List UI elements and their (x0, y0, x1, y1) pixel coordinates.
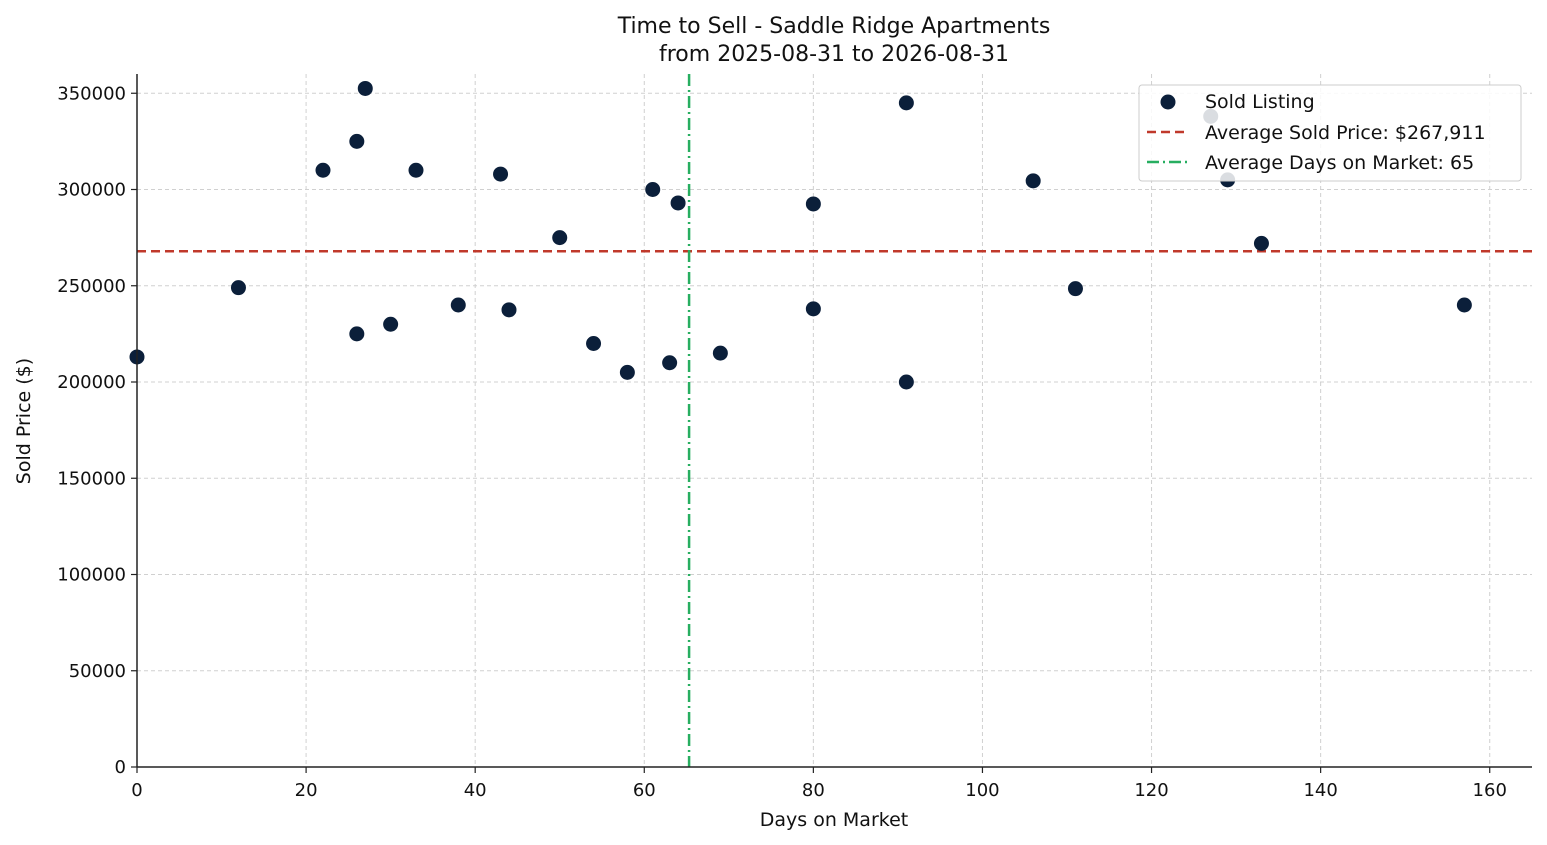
data-point-23 (1067, 281, 1083, 297)
data-point-18 (805, 196, 821, 212)
chart-subtitle: from 2025-08-31 to 2026-08-31 (659, 42, 1009, 67)
y-tick-label-6: 300000 (57, 180, 126, 201)
data-point-12 (586, 336, 602, 351)
y-tick-label-0: 0 (115, 757, 126, 778)
data-point-8 (450, 297, 466, 313)
y-tick-label-1: 50000 (69, 661, 126, 682)
data-point-7 (408, 162, 424, 178)
legend-marker-sold-listing (1160, 94, 1176, 110)
x-tick-label-2: 40 (464, 780, 487, 801)
data-point-14 (645, 182, 661, 197)
data-point-21 (898, 374, 914, 390)
legend-box (1138, 84, 1522, 182)
data-point-26 (1253, 235, 1269, 251)
data-point-1 (230, 280, 246, 296)
data-point-16 (670, 195, 686, 211)
y-axis-label: Sold Price ($) (13, 358, 35, 484)
data-point-20 (898, 95, 914, 111)
data-point-6 (383, 316, 399, 332)
y-tick-label-7: 350000 (57, 83, 126, 104)
reference-lines (137, 74, 1532, 767)
data-point-4 (349, 326, 365, 342)
data-point-2 (315, 162, 331, 178)
data-point-22 (1025, 173, 1041, 189)
legend-label-average-price: Average Sold Price: $267,911 (1205, 122, 1486, 144)
legend-label-sold-listing: Sold Listing (1205, 91, 1315, 113)
x-tick-label-6: 120 (1134, 780, 1168, 801)
chart-title: Time to Sell - Saddle Ridge Apartments (617, 14, 1051, 39)
data-point-17 (712, 345, 728, 361)
data-point-3 (349, 133, 365, 149)
x-tick-label-3: 60 (633, 780, 656, 801)
data-point-5 (357, 80, 373, 96)
legend: Sold Listing Average Sold Price: $267,91… (1138, 84, 1522, 182)
data-point-9 (493, 166, 509, 182)
data-point-19 (805, 301, 821, 317)
data-point-10 (501, 302, 517, 318)
x-tick-label-7: 140 (1303, 780, 1337, 801)
y-tick-label-5: 250000 (57, 276, 126, 297)
x-tick-label-4: 80 (802, 780, 825, 801)
x-tick-label-1: 20 (295, 780, 318, 801)
data-point-15 (662, 355, 678, 371)
x-tick-label-5: 100 (965, 780, 999, 801)
axes (131, 74, 1532, 773)
x-tick-label-0: 0 (131, 780, 142, 801)
tick-labels: 0 20 40 60 80 100 120 140 160 0 50000 100000 150000 2… (57, 83, 1507, 801)
legend-label-average-days: Average Days on Market: 65 (1205, 152, 1474, 174)
y-tick-label-4: 200000 (57, 372, 126, 393)
y-tick-label-2: 100000 (57, 565, 126, 586)
data-points (129, 80, 1472, 390)
data-point-11 (552, 230, 568, 246)
x-tick-label-8: 160 (1473, 780, 1507, 801)
data-point-13 (619, 364, 635, 380)
data-point-27 (1456, 297, 1472, 313)
x-axis-label: Days on Market (760, 809, 908, 831)
y-tick-label-3: 150000 (57, 468, 126, 489)
